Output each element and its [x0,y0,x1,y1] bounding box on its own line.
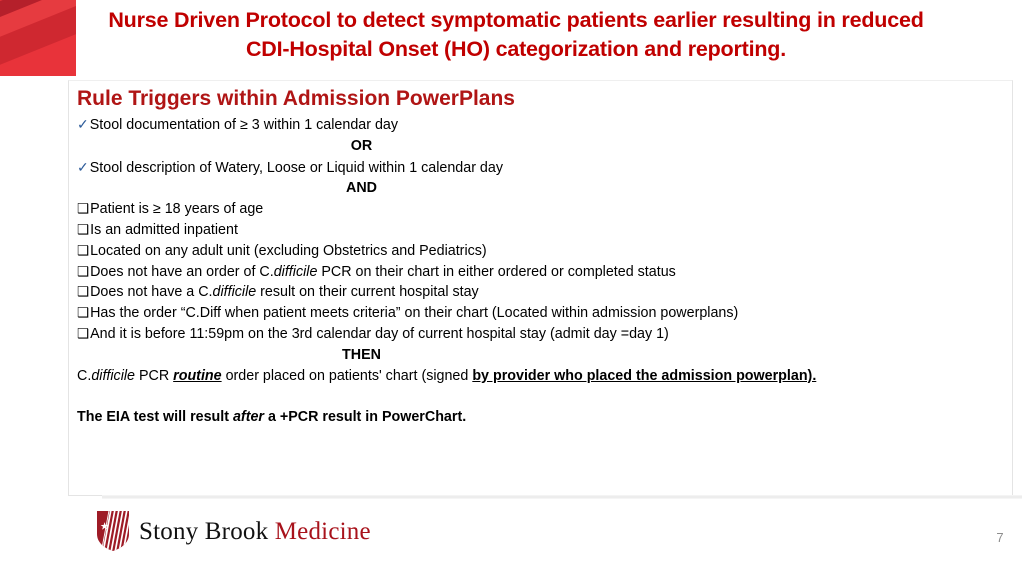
connector-or: OR [350,137,373,154]
logo-wordmark: Stony Brook Medicine [139,519,371,544]
criteria-text-italic: difficile [273,263,318,280]
slide-title-line-1: Nurse Driven Protocol to detect symptoma… [108,8,924,32]
trigger-item: ✓Stool description of Watery, Loose or L… [77,157,1006,179]
result-seg-routine: routine [173,367,222,384]
checkbox-icon: ❑ [77,284,90,300]
slide-title: Nurse Driven Protocol to detect symptoma… [96,6,936,64]
trigger-item: ✓Stool documentation of ≥ 3 within 1 cal… [77,114,1006,136]
criteria-item: ❑Has the order “C.Diff when patient meet… [77,303,1006,324]
result-seg-italic: difficile [91,367,136,384]
criteria-text: Located on any adult unit (excluding Obs… [90,242,487,259]
result-seg-1: C. [77,367,92,384]
criteria-text: Patient is ≥ 18 years of age [90,201,264,218]
criteria-item: ❑And it is before 11:59pm on the 3rd cal… [77,324,1006,345]
page-number: 7 [996,530,1004,545]
criteria-text-cont: PCR on their chart in either ordered or … [317,263,676,280]
eia-seg-1: The EIA test will result [77,409,233,426]
connector-and: AND [346,180,377,197]
eia-note: The EIA test will result after a +PCR re… [77,407,1006,428]
checkbox-icon: ❑ [77,201,90,217]
criteria-text: And it is before 11:59pm on the 3rd cale… [90,325,669,342]
criteria-item: ❑Does not have an order of C.difficile P… [77,262,1006,283]
eia-seg-3: a +PCR result in PowerChart. [263,409,467,426]
corner-decoration [0,0,76,76]
footer-divider [102,495,1022,499]
checkbox-icon: ❑ [77,221,90,237]
check-icon: ✓ [77,158,89,175]
criteria-item: ❑Patient is ≥ 18 years of age [77,199,1006,220]
section-heading: Rule Triggers within Admission PowerPlan… [77,87,515,110]
criteria-text: Does not have an order of C. [90,263,274,280]
connector-then: THEN [342,346,381,363]
criteria-item: ❑Is an admitted inpatient [77,220,1006,241]
checkbox-icon: ❑ [77,242,90,258]
stony-brook-medicine-logo: Stony Brook Medicine [96,510,371,552]
logo-text-secondary: Medicine [274,517,371,545]
criteria-text: Has the order “C.Diff when patient meets… [90,305,739,322]
check-icon: ✓ [77,116,89,132]
trigger-item-label: Stool description of Watery, Loose or Li… [89,159,503,176]
trigger-item-label: Stool documentation of ≥ 3 within 1 cale… [89,117,399,133]
checkbox-icon: ❑ [77,263,90,279]
criteria-text-italic: difficile [212,284,257,301]
result-seg-5: order placed on patients' chart (signed [221,367,473,384]
checkbox-icon: ❑ [77,305,90,321]
checkbox-icon: ❑ [77,325,90,341]
shield-icon [96,510,130,552]
content-panel: Rule Triggers within Admission PowerPlan… [68,80,1013,496]
criteria-item: ❑Does not have a C.difficile result on t… [77,282,1006,303]
criteria-text-cont: result on their current hospital stay [256,284,479,301]
logo-text-primary: Stony Brook [139,517,275,545]
result-seg-provider: by provider who placed the admission pow… [472,367,817,384]
result-line: C.difficile PCR routine order placed on … [77,366,1006,387]
criteria-item: ❑Located on any adult unit (excluding Ob… [77,241,1006,262]
vertical-spacer [77,386,1006,407]
criteria-text: Does not have a C. [90,284,213,301]
criteria-text: Is an admitted inpatient [90,221,238,238]
result-seg-3: PCR [135,367,174,384]
eia-seg-after: after [232,409,264,426]
slide-title-line-2: CDI-Hospital Onset (HO) categorization a… [245,37,787,61]
